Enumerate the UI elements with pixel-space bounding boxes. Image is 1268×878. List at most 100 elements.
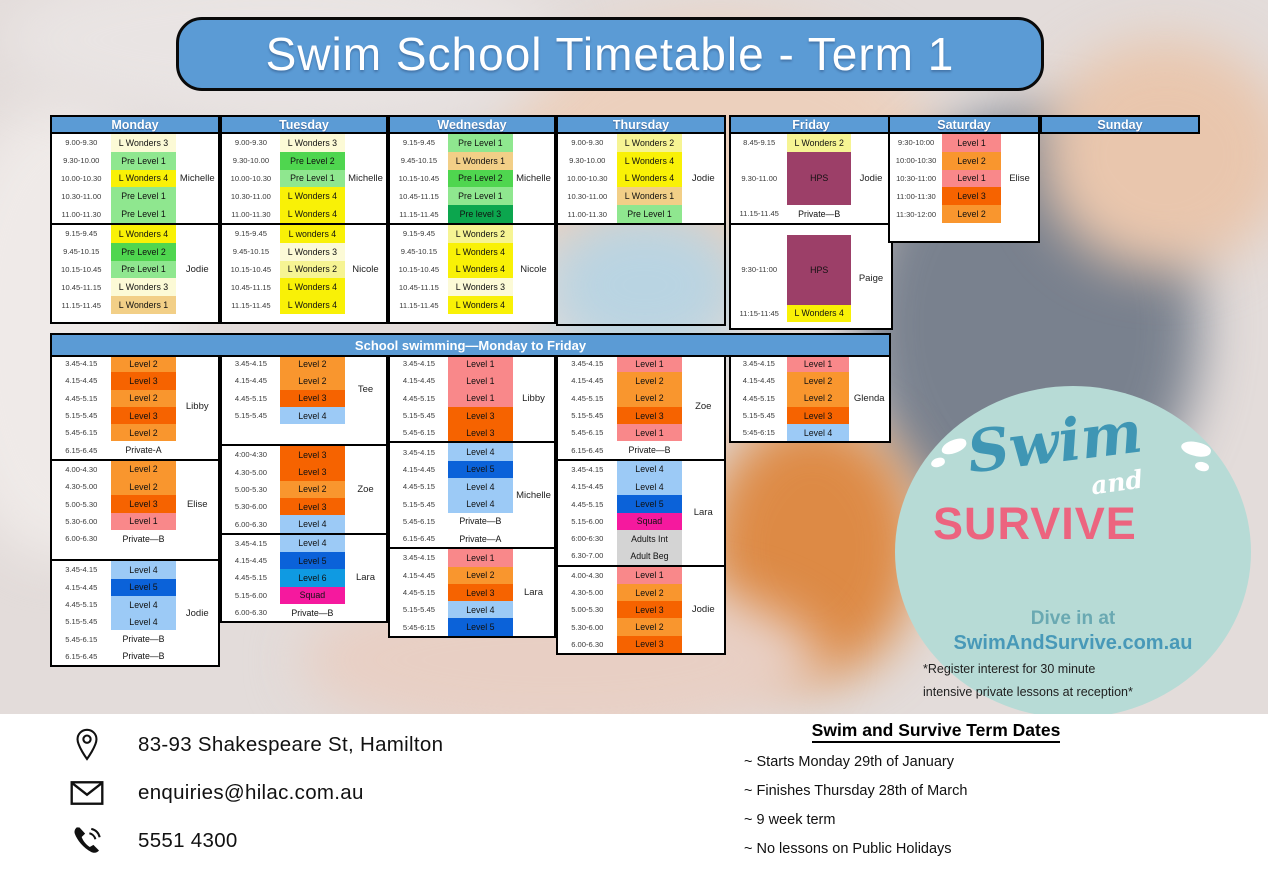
page-title-text: Swim School Timetable - Term 1 [265, 28, 955, 80]
timeslot-row: 11.15-11.45 L Wonders 1 [52, 296, 177, 314]
class-level-cell: Level 3 [110, 495, 177, 513]
time-label: 4.15-4.45 [571, 376, 604, 386]
time-label: 4.45-5.15 [571, 499, 604, 509]
class-level-cell: Level 3 [942, 187, 1001, 206]
photo-blob [1040, 40, 1268, 270]
phone-icon [70, 824, 104, 858]
class-level-cell: L Wonders 3 [110, 134, 177, 152]
class-level-cell: Level 3 [279, 463, 345, 481]
instructor-name: Lara [355, 572, 375, 584]
timeslot-row: 9.00-9.30 L Wonders 2 [558, 134, 683, 152]
class-level-cell: Level 3 [110, 406, 177, 425]
time-label: 6.00-6.30 [571, 639, 604, 649]
class-level-cell: Level 2 [279, 372, 345, 390]
time-label: 4.00-4.30 [65, 464, 98, 474]
class-level-cell: Pre Level 2 [447, 169, 513, 188]
schedule-block: 3.45-4.15 Level 4 4.15-4.45 Level 5 4.45-5.1… [388, 441, 556, 550]
timeslot-row: 9.30-11.00 HPS [731, 151, 851, 205]
time-label: 3.45-4.15 [65, 565, 98, 575]
timeslot-row: 6.15-6.45 Private-A [52, 441, 177, 458]
timeslot-row: 9.00-9.30 L Wonders 3 [52, 134, 177, 152]
timeslot-row: 4.45-5.15 Level 3 [390, 583, 513, 602]
timeslot-row: 5.15-5.45 Level 3 [52, 406, 177, 425]
class-level-cell: Level 3 [786, 406, 850, 425]
timeslot-row: 10.45-11.15 L Wonders 3 [390, 278, 513, 297]
timeslot-row: 10.00-10.30 L Wonders 4 [52, 169, 177, 188]
class-level-cell: L Wonders 4 [110, 169, 177, 188]
timeslot-row: 5.00-5.30 Level 2 [222, 480, 345, 499]
timeslot-row: 5.45-6.15 Level 3 [390, 424, 513, 442]
instructor-name: Michelle [348, 172, 383, 184]
timeslot-row: 11.00-11.30 Pre Level 1 [52, 205, 177, 223]
timeslot-row: 9.00-9.30 L Wonders 3 [222, 134, 345, 152]
time-label: 5.15-6.00 [571, 516, 604, 526]
time-label: 3.45-4.15 [742, 359, 775, 369]
time-label: 11.15-11.45 [61, 300, 101, 310]
class-level-cell: Level 1 [616, 355, 683, 373]
time-label: 5.30-6.00 [571, 622, 604, 632]
time-label: 4.15-4.45 [402, 464, 435, 474]
timeslot-row: 11.00-11.30 Pre Level 1 [558, 205, 683, 223]
time-label: 5.15-5.45 [402, 499, 435, 509]
timeslot-row: 4.45-5.15 Level 4 [390, 478, 513, 496]
time-label: 4.15-4.45 [234, 376, 267, 386]
time-label: 10.15-10.45 [230, 264, 272, 274]
timeslot-row: 4.15-4.45 Level 2 [222, 372, 345, 390]
timeslot-row: 3.45-4.15 Level 4 [52, 561, 177, 579]
timeslot-row: 10.30-11.00 L Wonders 4 [222, 187, 345, 206]
class-level-cell: L Wonders 1 [110, 296, 177, 314]
schedule-block: 8.45-9.15 L Wonders 2 9.30-11.00 HPS 11.15-1… [729, 132, 893, 225]
schedule-block: 9.00-9.30 L Wonders 3 9.30-10.00 Pre Level … [220, 132, 388, 225]
timeslot-row: 5.15-5.45 Level 3 [558, 406, 683, 425]
time-label: 6.15-6.45 [65, 445, 98, 455]
class-level-cell: L Wonders 4 [447, 260, 513, 279]
time-label: 10.45-11.15 [398, 282, 439, 292]
class-level-cell: L Wonders 4 [279, 187, 345, 206]
instructor-name: Tee [357, 384, 374, 396]
time-label: 9.30-10.00 [232, 156, 270, 166]
time-label: 5.45-6.15 [65, 634, 98, 644]
time-label: 6:00-6:30 [571, 534, 604, 544]
class-level-cell: Level 4 [447, 443, 513, 461]
time-label: 6.15-6.45 [65, 651, 98, 661]
time-label: 6.00-6.30 [65, 534, 98, 544]
email-text[interactable]: enquiries@hilac.com.au [138, 781, 364, 804]
class-level-cell: Pre Level 1 [110, 260, 177, 279]
instructor-name: Nicole [520, 263, 547, 275]
time-label: 6.00-6.30 [234, 608, 267, 617]
water-drop-icon [930, 456, 946, 469]
class-level-cell: Level 4 [447, 478, 513, 496]
term-date-item: ~ Finishes Thursday 28th of March [744, 783, 968, 799]
schedule-block: 4.00-4.30 Level 1 4.30-5.00 Level 2 5.00-5.3… [556, 564, 726, 656]
address-row: 83-93 Shakespeare St, Hamilton [70, 728, 443, 762]
email-row: enquiries@hilac.com.au [70, 776, 443, 810]
time-label: 4.15-4.45 [65, 376, 98, 386]
class-level-cell: L Wonders 2 [447, 224, 513, 243]
time-label: 4.15-4.45 [742, 376, 775, 386]
class-level-cell: Pre Level 2 [279, 151, 345, 170]
time-label: 10.00-10.30 [60, 173, 102, 183]
schedule-block: 4.00-4.30 Level 2 4.30-5.00 Level 2 5.00-5.3… [50, 458, 220, 562]
day-column-sunday: Sunday [1040, 115, 1200, 134]
class-level-cell: Pre Level 1 [110, 151, 177, 170]
school-column-tuesday: 3.45-4.15 Level 2 4.15-4.45 Level 2 4.45-5.1… [220, 353, 388, 624]
timeslot-row: 10.15-10.45 L Wonders 2 [222, 260, 345, 279]
timeslot-row: 3.45-4.15 Level 2 [52, 355, 177, 373]
time-label: 5.15-5.45 [402, 411, 435, 421]
instructor-name: Jodie [859, 172, 883, 184]
instructor-name: Jodie [691, 604, 715, 616]
time-label: 3.45-4.15 [234, 359, 267, 369]
logo-website-url[interactable]: SwimAndSurvive.com.au [953, 632, 1193, 654]
time-label: 9.45-10.15 [400, 156, 438, 166]
schedule-block: 3.45-4.15 Level 1 4.15-4.45 Level 2 4.45-5.1… [556, 353, 726, 461]
instructor-name: Jodie [185, 607, 209, 619]
time-label: 5.15-5.45 [65, 411, 98, 421]
instructor-name: Michelle [516, 489, 551, 501]
timeslot-row: 9:30-11:00 HPS [731, 234, 851, 305]
class-level-cell: Level 2 [110, 460, 177, 479]
time-label: 5:45-6:15 [402, 622, 435, 632]
class-level-cell: L wonders 4 [279, 224, 345, 243]
time-label: 9:30-10:00 [897, 138, 935, 148]
timeslot-row: 5.45-6.15 Private—B [52, 630, 177, 647]
time-label: 5.00-5.30 [571, 605, 604, 615]
